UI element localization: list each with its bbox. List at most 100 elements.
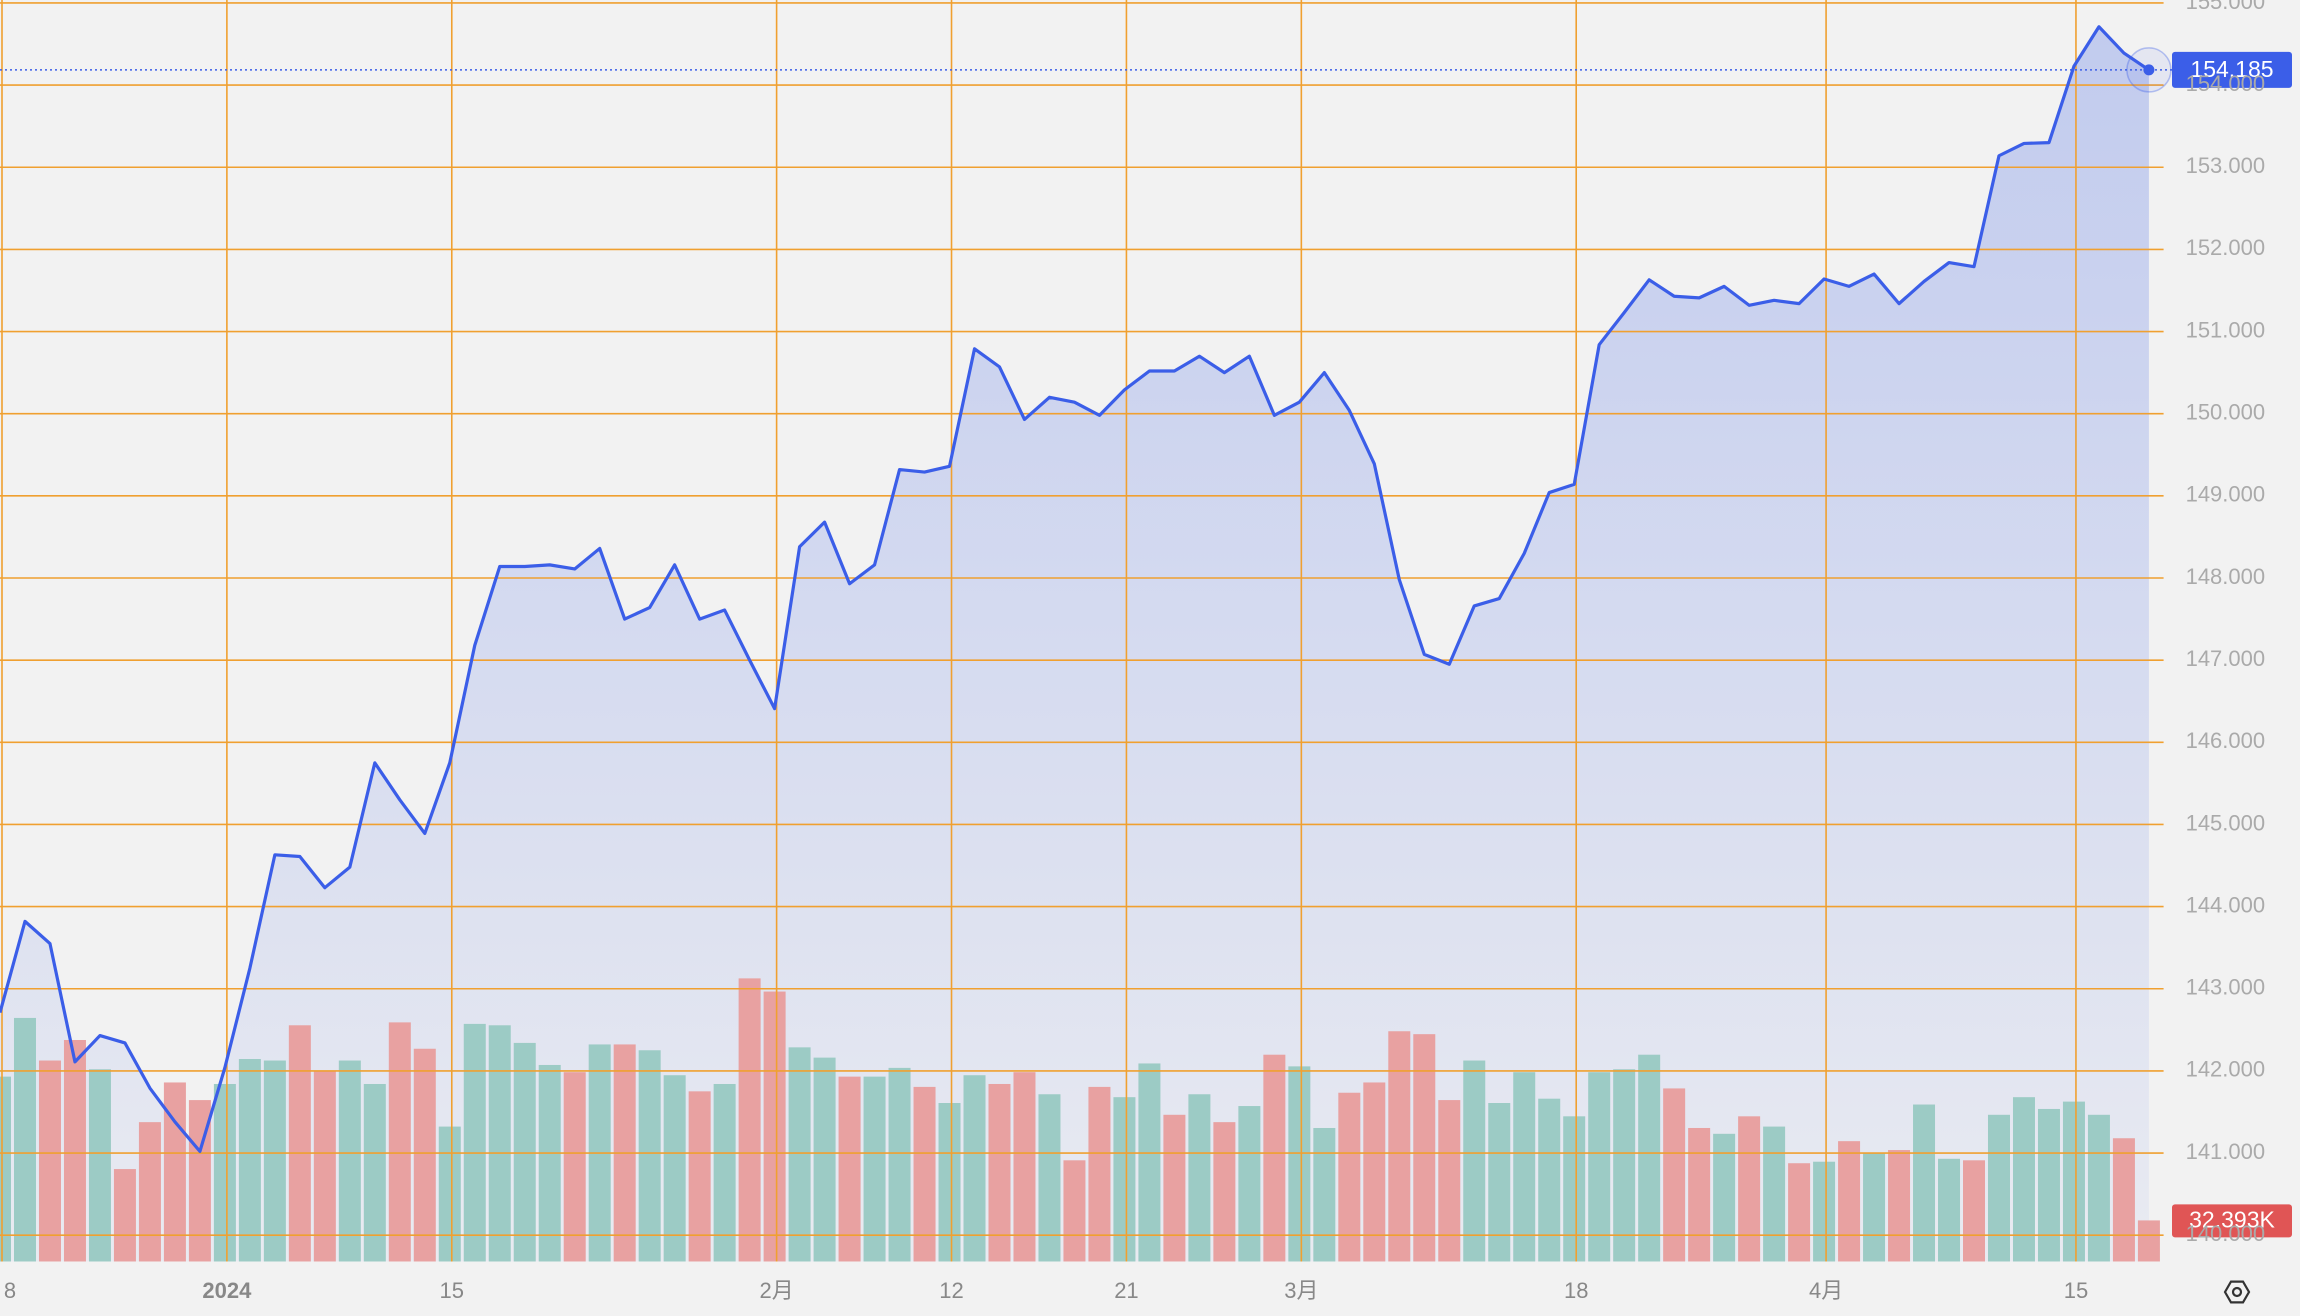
y-tick-label: 152.000: [2186, 235, 2266, 260]
volume-bar: [863, 1076, 886, 1262]
volume-bar: [1138, 1063, 1161, 1262]
volume-bar: [88, 1069, 111, 1262]
x-tick-label: 3月: [1284, 1278, 1318, 1303]
volume-bar: [1938, 1158, 1961, 1262]
volume-bar: [1813, 1161, 1836, 1262]
volume-bar: [1763, 1126, 1786, 1262]
x-tick-label: 15: [2064, 1278, 2088, 1303]
volume-bar: [1963, 1160, 1986, 1262]
volume-bar: [1213, 1122, 1236, 1262]
volume-bar: [1313, 1127, 1336, 1262]
x-tick-label: 18: [1564, 1278, 1588, 1303]
volume-bar: [838, 1076, 861, 1262]
price-area: [0, 26, 2149, 1262]
volume-bar: [1238, 1106, 1261, 1262]
volume-bar: [1438, 1100, 1461, 1262]
y-tick-label: 153.000: [2186, 153, 2266, 178]
volume-bar: [763, 991, 786, 1262]
volume-bar: [1188, 1094, 1211, 1262]
volume-bar: [338, 1060, 361, 1262]
volume-bar: [1488, 1103, 1511, 1262]
volume-bar: [563, 1072, 586, 1262]
volume-bar: [963, 1075, 986, 1262]
volume-bar: [2037, 1108, 2060, 1262]
volume-bar: [1738, 1116, 1761, 1262]
volume-bar: [363, 1083, 386, 1262]
volume-bar: [1863, 1152, 1886, 1262]
volume-bar: [463, 1023, 486, 1262]
y-tick-label: 154.000: [2186, 71, 2266, 96]
volume-bar: [2112, 1138, 2135, 1262]
y-tick-label: 146.000: [2186, 728, 2266, 753]
volume-bar: [1713, 1133, 1736, 1262]
price-badge-label: 154.185: [2190, 56, 2273, 82]
volume-bar: [63, 1039, 86, 1262]
volume-bar: [388, 1022, 411, 1262]
volume-bar: [1263, 1054, 1286, 1262]
area-layer: [0, 26, 2149, 1262]
volume-bar: [988, 1083, 1011, 1262]
volume-bar: [1463, 1060, 1486, 1262]
volume-bar: [113, 1169, 136, 1262]
y-tick-label: 150.000: [2186, 400, 2266, 425]
y-tick-label: 155.000: [2186, 0, 2266, 14]
y-tick-label: 147.000: [2186, 646, 2266, 671]
x-tick-label: 21: [1114, 1278, 1138, 1303]
y-tick-label: 141.000: [2186, 1139, 2266, 1164]
volume-bar: [288, 1025, 311, 1262]
settings-icon[interactable]: [2223, 1280, 2251, 1304]
volume-bar: [488, 1025, 511, 1262]
volume-bar: [263, 1060, 286, 1262]
volume-bar: [1538, 1098, 1561, 1262]
volume-layer: [0, 978, 2160, 1262]
volume-bar: [188, 1100, 211, 1262]
volume-bar: [513, 1042, 536, 1262]
volume-bar: [1163, 1114, 1186, 1262]
volume-bar: [2137, 1220, 2160, 1262]
price-badge: [2172, 51, 2292, 88]
volume-bar: [38, 1060, 61, 1262]
y-tick-label: 142.000: [2186, 1057, 2266, 1082]
volume-bar: [788, 1047, 811, 1262]
y-tick-label: 144.000: [2186, 892, 2266, 917]
x-tick-label: 12: [939, 1278, 963, 1303]
volume-bar: [663, 1075, 686, 1262]
volume-badge: [2172, 1204, 2292, 1238]
volume-bar: [2012, 1097, 2035, 1262]
volume-bar: [1113, 1097, 1136, 1262]
volume-bar: [13, 1017, 36, 1262]
volume-bar: [688, 1091, 711, 1262]
line-layer: [0, 25, 2172, 1153]
volume-bar: [1388, 1031, 1411, 1262]
volume-bar: [0, 1076, 12, 1262]
volume-bar: [1588, 1072, 1611, 1262]
volume-bar: [1563, 1116, 1586, 1262]
volume-bar: [313, 1070, 336, 1262]
y-tick-label: 149.000: [2186, 482, 2266, 507]
volume-bar: [538, 1064, 561, 1262]
volume-badge-label: 32.393K: [2189, 1206, 2275, 1232]
volume-bar: [1788, 1163, 1811, 1262]
volume-bar: [713, 1083, 736, 1262]
x-tick-label: 8: [4, 1278, 16, 1303]
y-tick-label: 145.000: [2186, 810, 2266, 835]
volume-bar: [1688, 1127, 1711, 1262]
volume-bar: [1063, 1160, 1086, 1262]
volume-bar: [1638, 1054, 1661, 1262]
last-price-dot: [2143, 64, 2155, 76]
volume-bar: [1838, 1141, 1861, 1262]
volume-bar: [1987, 1114, 2010, 1262]
x-tick-label: 4月: [1809, 1278, 1843, 1303]
volume-bar: [138, 1122, 161, 1262]
volume-bar: [913, 1086, 936, 1262]
volume-bar: [938, 1103, 961, 1262]
volume-bar: [438, 1126, 461, 1262]
volume-bar: [1088, 1086, 1111, 1262]
volume-bar: [1038, 1094, 1061, 1262]
y-tick-label: 143.000: [2186, 975, 2266, 1000]
volume-bar: [1663, 1088, 1686, 1262]
volume-bar: [1413, 1034, 1436, 1262]
